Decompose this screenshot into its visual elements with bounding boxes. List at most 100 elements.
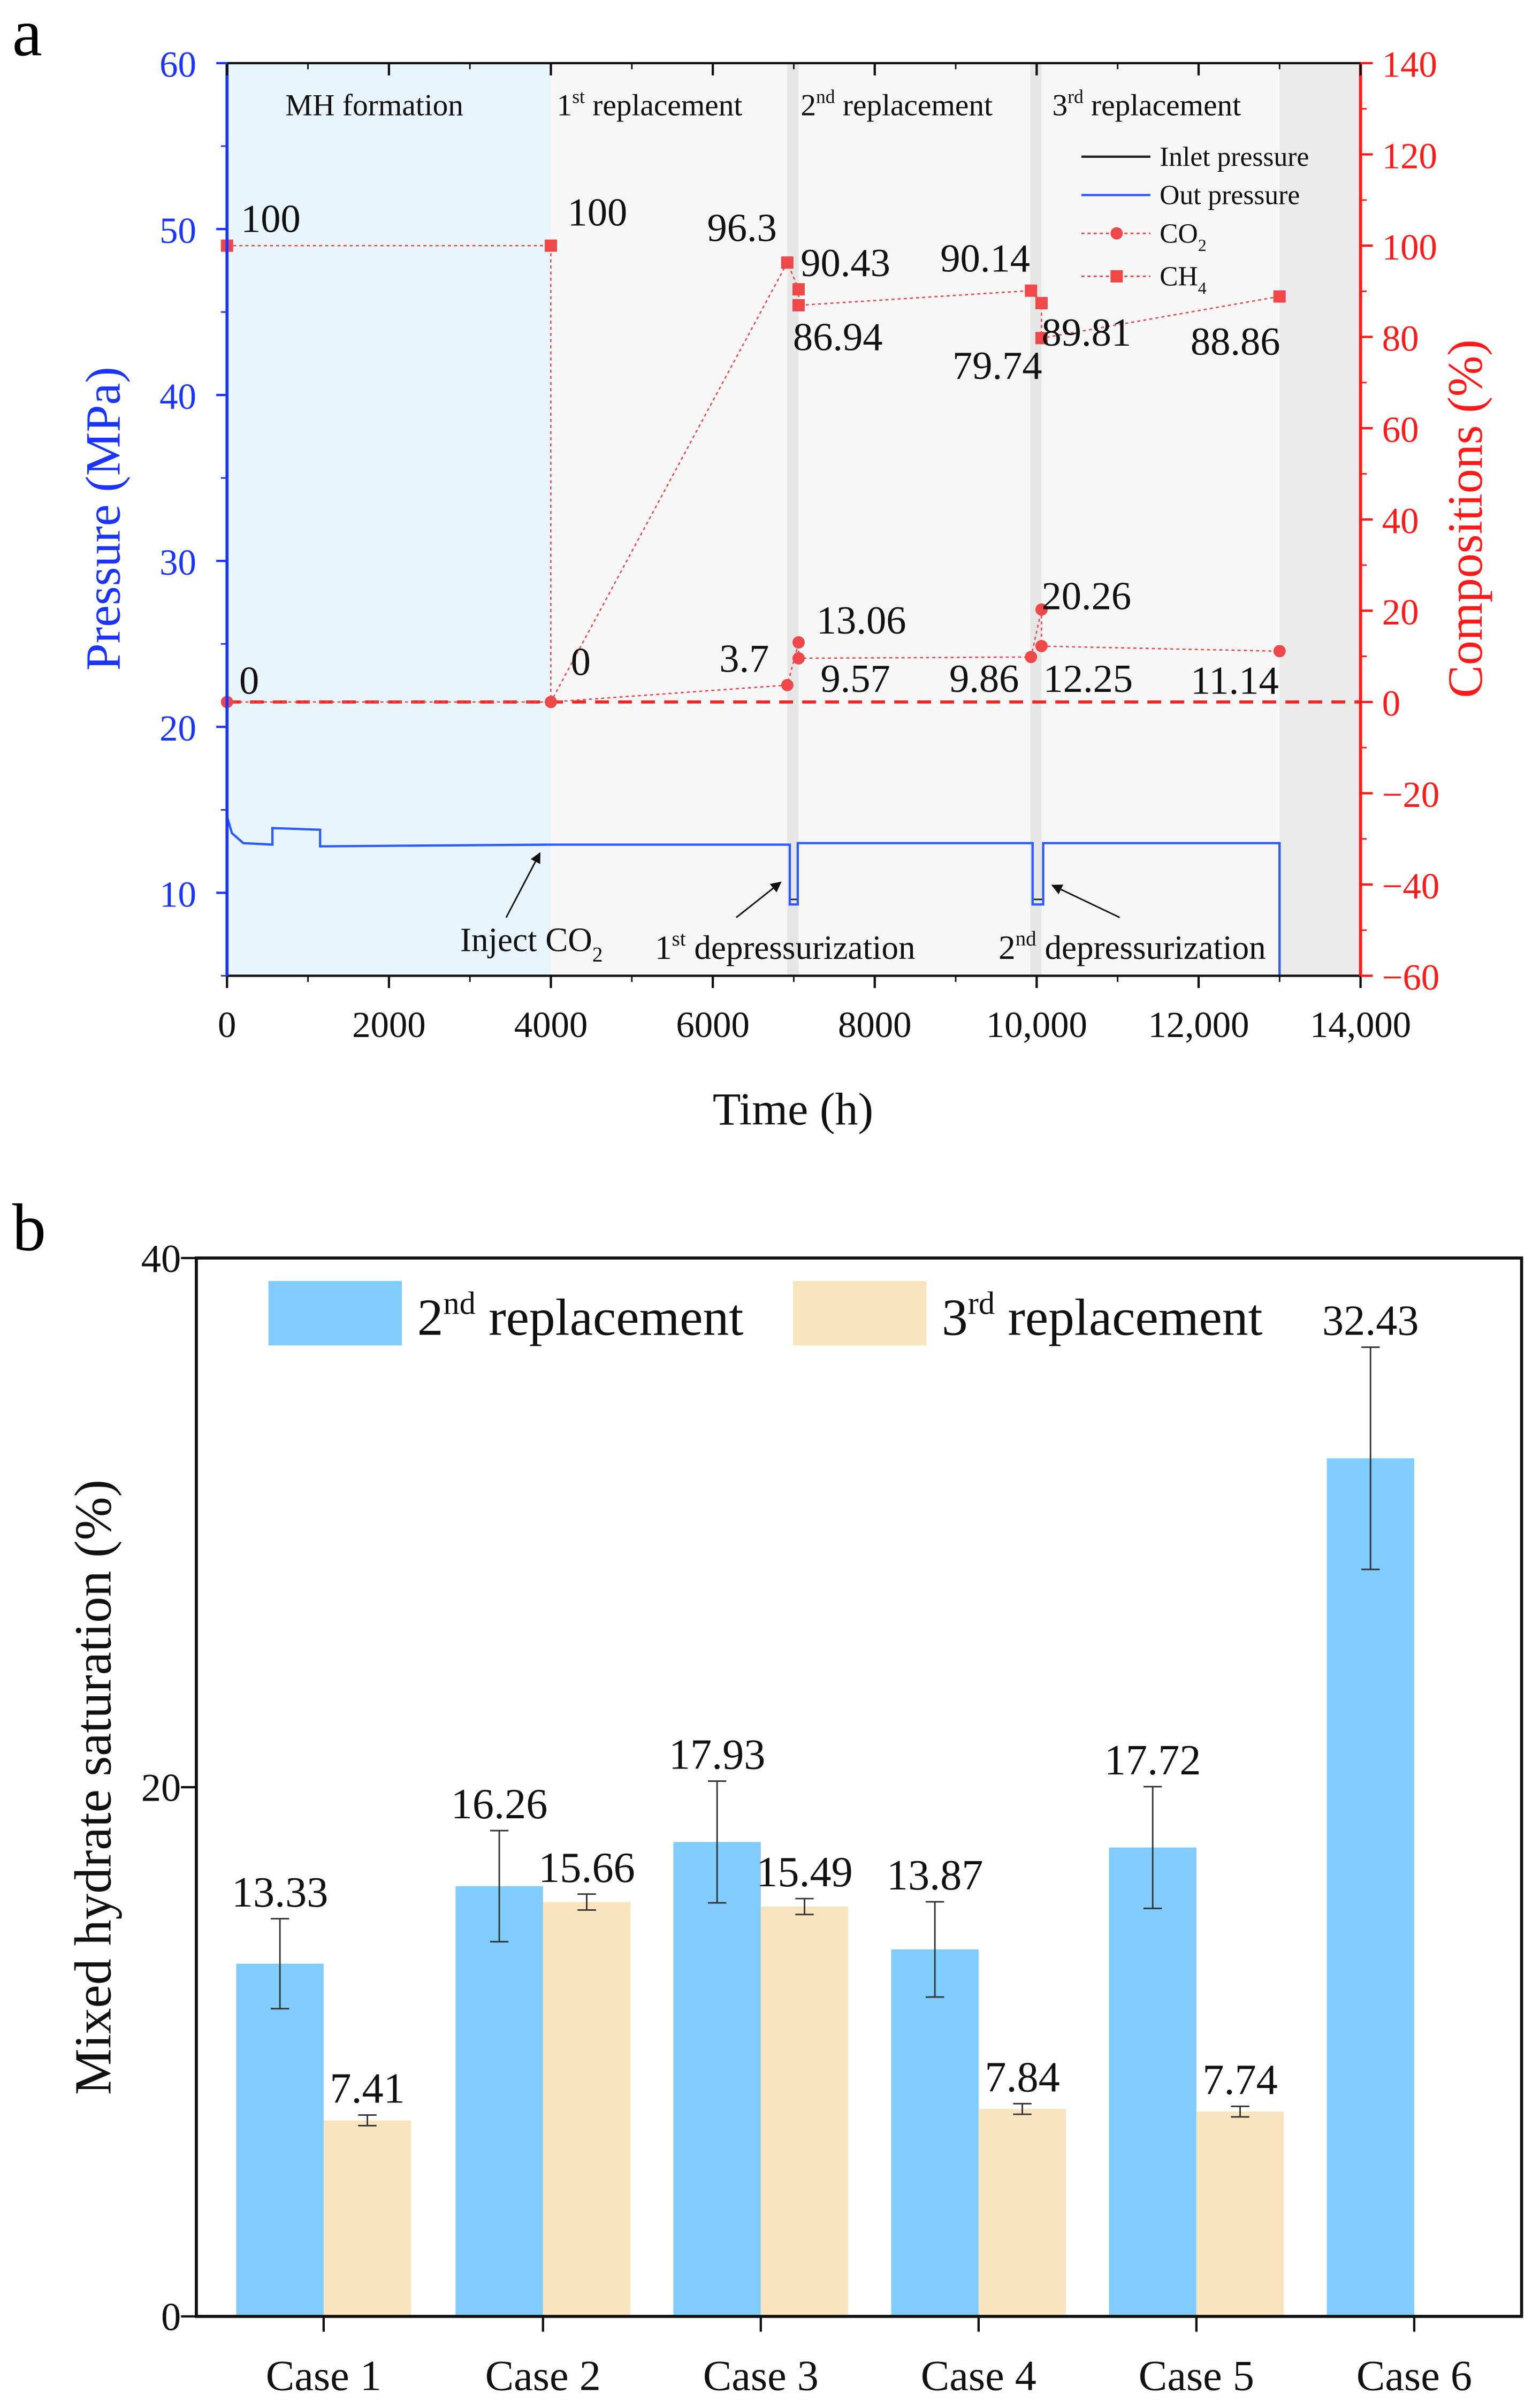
stage-label-rest: replacement [585,88,742,122]
right-tick-label: 120 [1382,135,1437,176]
legend-label-rest: replacement [995,1289,1263,1346]
data-label: 90.14 [940,237,1030,281]
legend-label-base: 3 [942,1289,968,1346]
right-tick-label: 100 [1382,227,1437,268]
right-tick-label: −60 [1382,957,1440,997]
legend-swatch [268,1280,402,1346]
annotation-label-base: 1 [655,929,672,966]
bar-3rd-case-1 [323,2120,411,2316]
annotation-arrow [1051,885,1120,918]
stage-band-1 [551,63,788,976]
annotation-label: 1st depressurization [655,927,916,966]
bar-value-label: 17.93 [669,1731,766,1779]
co2-point [1025,651,1038,664]
ch4-point [545,239,557,252]
stage-label: 3rd replacement [1052,86,1241,122]
x-tick-label: Case 6 [1356,2352,1472,2399]
annotation-label-sup: nd [1016,927,1037,950]
x-tick-label: 0 [218,1004,236,1045]
right-axis-title: Compositions (%) [1438,339,1492,698]
x-tick-label: 6000 [676,1004,750,1045]
data-label: 86.94 [793,315,883,359]
annotation-label-base: 2 [998,929,1016,966]
bar-2nd-case-6 [1326,1458,1414,2316]
bar-3rd-case-4 [978,2109,1066,2316]
co2-point [1035,603,1048,616]
x-tick-label: 2000 [352,1004,426,1045]
data-label: 90.43 [801,241,890,285]
x-tick-label: Case 4 [921,2352,1036,2399]
right-tick-label: 80 [1382,318,1419,359]
legend-label-sub: 2 [1198,235,1207,255]
annotation-label-base: Inject CO [460,921,592,959]
right-tick-label: −40 [1382,866,1440,906]
y-tick-label: 0 [161,2296,181,2339]
right-tick-label: 60 [1382,409,1419,450]
x-tick-label: Case 1 [266,2352,382,2399]
data-label: 9.86 [949,657,1019,701]
stage-label: MH formation [285,88,463,122]
annotation-label-rest: depressurization [1036,929,1266,966]
ch4-point [1035,332,1048,345]
stage-label-sup: nd [816,86,835,107]
bar-value-label: 15.49 [756,1848,853,1896]
data-label: 11.14 [1191,659,1279,703]
annotation-label-sup: st [672,927,686,950]
x-tick-label: 14,000 [1310,1004,1411,1045]
data-label: 3.7 [719,637,769,681]
stage-band-3 [798,63,1031,976]
stage-label: 1st replacement [557,86,743,122]
data-label: 88.86 [1191,320,1280,364]
data-label: 0 [239,659,259,703]
stage-label: 2nd replacement [801,86,993,122]
left-tick-label: 10 [159,874,196,914]
data-label: 79.74 [952,344,1042,388]
legend-label-base: CH [1160,262,1198,292]
bar-value-label: 16.26 [451,1780,548,1828]
stage-label-base: MH formation [285,88,463,122]
data-label: 89.81 [1041,311,1131,355]
right-tick-label: −20 [1382,774,1440,815]
annotation-arrow [736,881,782,918]
legend-label: 2nd replacement [417,1285,744,1346]
right-tick-label: 140 [1382,44,1437,85]
legend-label-sup: rd [968,1285,995,1321]
data-label: 20.26 [1041,575,1131,619]
stage-label-rest: replacement [1084,88,1241,122]
legend-label: Out pressure [1160,180,1300,211]
series-line-ch4 [227,245,1280,703]
bar-value-label: 7.41 [330,2065,405,2113]
panel-b: b 13.33 7.41 Case 1 16.26 15.66 Case 2 17.93 15.… [12,1191,1523,2399]
legend-label-base: CO [1160,218,1198,249]
legend-label: CH4 [1160,262,1207,298]
legend: 2nd replacement 3rd replacement [268,1280,1263,1346]
x-tick-label: Case 2 [485,2352,601,2399]
co2-point [1273,645,1286,658]
data-label: 100 [241,197,301,241]
legend-swatch [792,1280,927,1346]
bar-2nd-case-1 [236,1963,324,2316]
stage-band-6 [1279,63,1361,976]
stage-band-4 [1030,63,1042,976]
right-tick-label: 0 [1382,683,1400,724]
ch4-point [1273,290,1286,303]
y-axis-title: Mixed hydrate saturation (%) [64,1480,122,2095]
co2-point [781,679,794,691]
ch4-point [1035,297,1048,310]
left-axis-title: Pressure (MPa) [76,367,131,670]
legend-label-sup: nd [443,1285,475,1321]
data-label: 12.25 [1043,657,1133,701]
panel-label-b: b [12,1191,46,1266]
legend-label-sub: 4 [1198,278,1207,298]
ch4-point [792,283,805,296]
x-axis-title: Time (h) [713,1084,873,1135]
left-tick-label: 60 [159,44,196,85]
bar-value-label: 7.74 [1202,2056,1277,2103]
legend-circle-marker [1110,227,1123,240]
stage-band-0 [227,63,551,976]
legend-label-rest: replacement [476,1289,744,1346]
data-label: 100 [568,191,628,235]
bar-2nd-case-5 [1109,1847,1196,2316]
